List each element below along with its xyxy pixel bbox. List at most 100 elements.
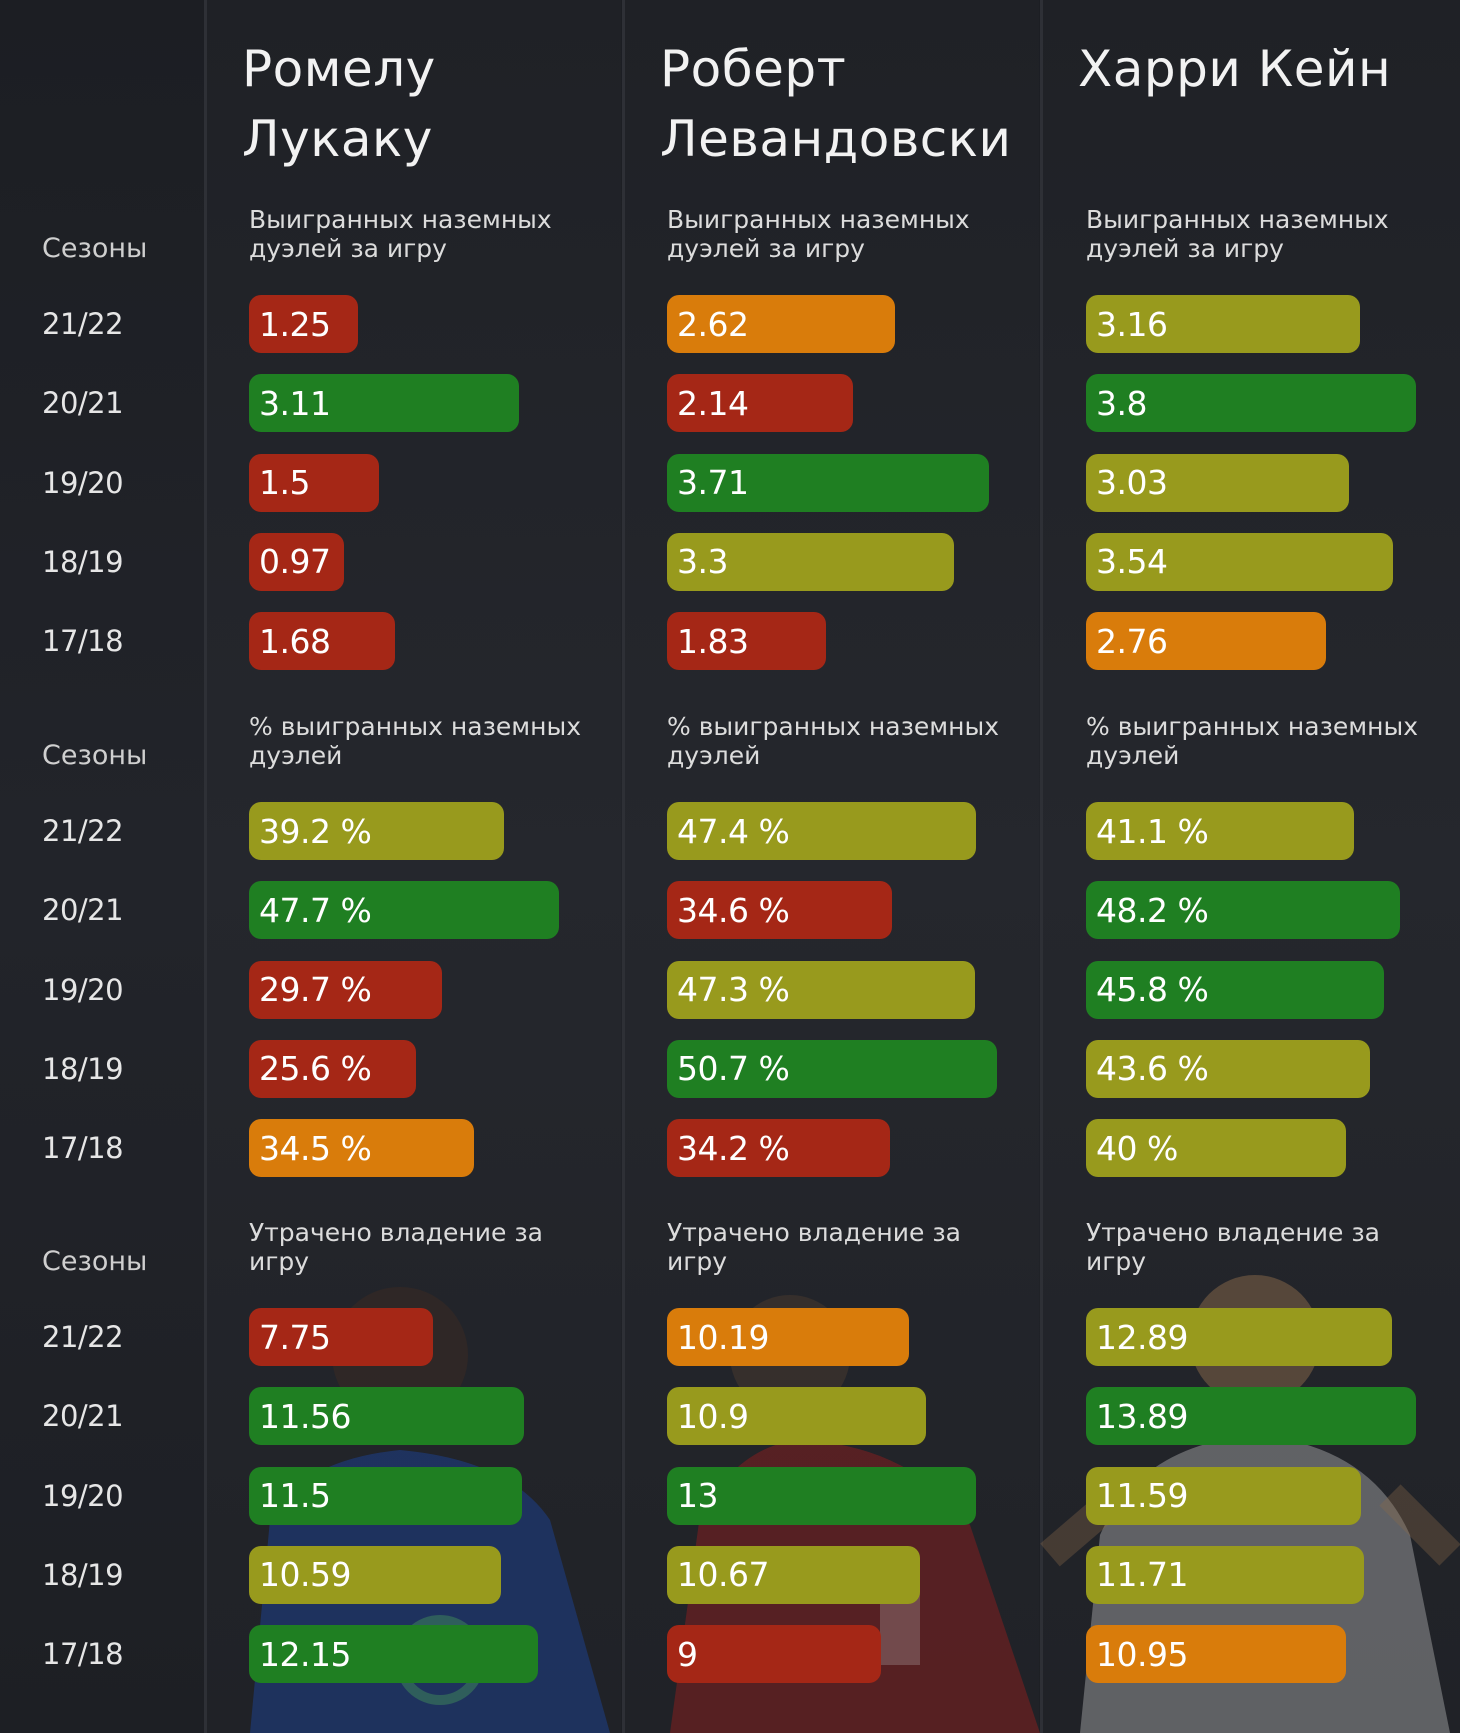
bar-value-label: 13	[677, 1476, 719, 1516]
bar-mark: 12.89	[1086, 1308, 1392, 1366]
bar-mark: 10.95	[1086, 1625, 1346, 1684]
bar-value-label: 11.56	[259, 1396, 351, 1436]
bar-value-label: 1.83	[677, 621, 749, 661]
bar-value-label: 40 %	[1096, 1128, 1178, 1168]
bar-mark: 12.15	[249, 1625, 538, 1684]
bar-mark: 29.7 %	[249, 960, 442, 1019]
bar-value-label: 1.68	[259, 621, 331, 661]
bar-mark: 10.9	[667, 1387, 926, 1446]
bar-mark: 2.62	[667, 295, 895, 353]
player-name-line2: Левандовски	[660, 110, 1012, 168]
bar-value-label: 10.9	[677, 1396, 749, 1436]
bar-value-label: 47.4 %	[677, 811, 790, 851]
bar-mark: 11.56	[249, 1387, 524, 1446]
player-name-kane: Харри Кейн	[1078, 34, 1460, 104]
player-name-line1: Роберт	[660, 40, 847, 98]
bar-mark: 3.3	[667, 532, 954, 591]
bar-value-label: 43.6 %	[1096, 1049, 1209, 1089]
season-label: 19/20	[42, 1478, 124, 1513]
bar-value-label: 0.97	[259, 542, 331, 582]
seasons-label: Сезоны	[42, 740, 148, 771]
season-label: 19/20	[42, 465, 124, 500]
season-label: 17/18	[42, 1131, 124, 1166]
bar-mark: 45.8 %	[1086, 960, 1384, 1019]
bar-mark: 9	[667, 1625, 881, 1684]
bar-value-label: 10.19	[677, 1317, 769, 1357]
bar-value-label: 2.76	[1096, 621, 1168, 661]
seasons-label: Сезоны	[42, 1246, 148, 1277]
bar-value-label: 11.5	[259, 1476, 331, 1516]
bar-value-label: 10.59	[259, 1555, 351, 1595]
bar-value-label: 41.1 %	[1096, 811, 1209, 851]
metric-title: % выигранных наземных дуэлей	[249, 712, 581, 770]
bar-mark: 2.14	[667, 374, 853, 433]
bar-value-label: 12.15	[259, 1634, 351, 1674]
bar-mark: 47.4 %	[667, 802, 976, 860]
bar-mark: 7.75	[249, 1308, 433, 1366]
bar-mark: 39.2 %	[249, 802, 504, 860]
bar-mark: 3.11	[249, 374, 519, 433]
bar-mark: 13.89	[1086, 1387, 1416, 1446]
metric-title: % выигранных наземных дуэлей	[667, 712, 999, 770]
season-label: 21/22	[42, 307, 124, 341]
bar-mark: 1.68	[249, 612, 395, 671]
bar-value-label: 34.5 %	[259, 1128, 372, 1168]
bar-value-label: 47.7 %	[259, 890, 372, 930]
seasons-label: Сезоны	[42, 233, 148, 264]
bar-mark: 3.71	[667, 453, 989, 512]
bar-value-label: 2.14	[677, 383, 749, 423]
season-label: 21/22	[42, 814, 124, 848]
bar-value-label: 3.03	[1096, 463, 1168, 503]
bar-mark: 11.71	[1086, 1545, 1364, 1604]
player-name-line1: Ромелу	[242, 40, 436, 98]
bar-value-label: 2.62	[677, 304, 749, 344]
season-label: 18/19	[42, 544, 124, 579]
bar-value-label: 50.7 %	[677, 1049, 790, 1089]
bar-value-label: 11.59	[1096, 1476, 1188, 1516]
bar-value-label: 10.95	[1096, 1634, 1188, 1674]
bar-value-label: 9	[677, 1634, 698, 1674]
bar-value-label: 11.71	[1096, 1555, 1188, 1595]
bar-mark: 13	[667, 1466, 976, 1525]
bar-value-label: 3.54	[1096, 542, 1168, 582]
season-label: 18/19	[42, 1557, 124, 1592]
bar-mark: 3.03	[1086, 453, 1349, 512]
bar-value-label: 39.2 %	[259, 811, 372, 851]
bar-mark: 47.3 %	[667, 960, 975, 1019]
bar-mark: 1.25	[249, 295, 358, 353]
bar-value-label: 3.3	[677, 542, 728, 582]
bar-mark: 50.7 %	[667, 1039, 997, 1098]
season-label: 20/21	[42, 386, 124, 421]
bar-mark: 1.83	[667, 612, 826, 671]
season-label: 20/21	[42, 893, 124, 928]
season-label: 19/20	[42, 972, 124, 1007]
bar-mark: 10.59	[249, 1545, 501, 1604]
bar-value-label: 10.67	[677, 1555, 769, 1595]
player-name-lukaku: Ромелу Лукаку	[242, 34, 642, 174]
bar-mark: 11.5	[249, 1466, 522, 1525]
metric-title: % выигранных наземных дуэлей	[1086, 712, 1418, 770]
metric-title: Выигранных наземных дуэлей за игру	[667, 205, 970, 263]
bar-mark: 40 %	[1086, 1119, 1346, 1178]
bar-mark: 2.76	[1086, 612, 1326, 671]
bar-value-label: 29.7 %	[259, 970, 372, 1010]
column-divider	[1040, 0, 1043, 1733]
bar-mark: 3.16	[1086, 295, 1360, 353]
bar-value-label: 25.6 %	[259, 1049, 372, 1089]
bar-mark: 43.6 %	[1086, 1039, 1370, 1098]
bar-mark: 47.7 %	[249, 881, 559, 940]
bar-mark: 3.54	[1086, 532, 1393, 591]
bar-mark: 48.2 %	[1086, 881, 1400, 940]
bar-mark: 3.8	[1086, 374, 1416, 433]
bar-value-label: 7.75	[259, 1317, 331, 1357]
season-label: 17/18	[42, 624, 124, 659]
season-label: 18/19	[42, 1051, 124, 1086]
bar-value-label: 3.11	[259, 383, 331, 423]
bar-value-label: 3.71	[677, 463, 749, 503]
player-name-line1: Харри Кейн	[1078, 40, 1392, 98]
bar-value-label: 45.8 %	[1096, 970, 1209, 1010]
player-name-lewandowski: Роберт Левандовски	[660, 34, 1060, 174]
bar-value-label: 34.2 %	[677, 1128, 790, 1168]
bar-value-label: 3.16	[1096, 304, 1168, 344]
